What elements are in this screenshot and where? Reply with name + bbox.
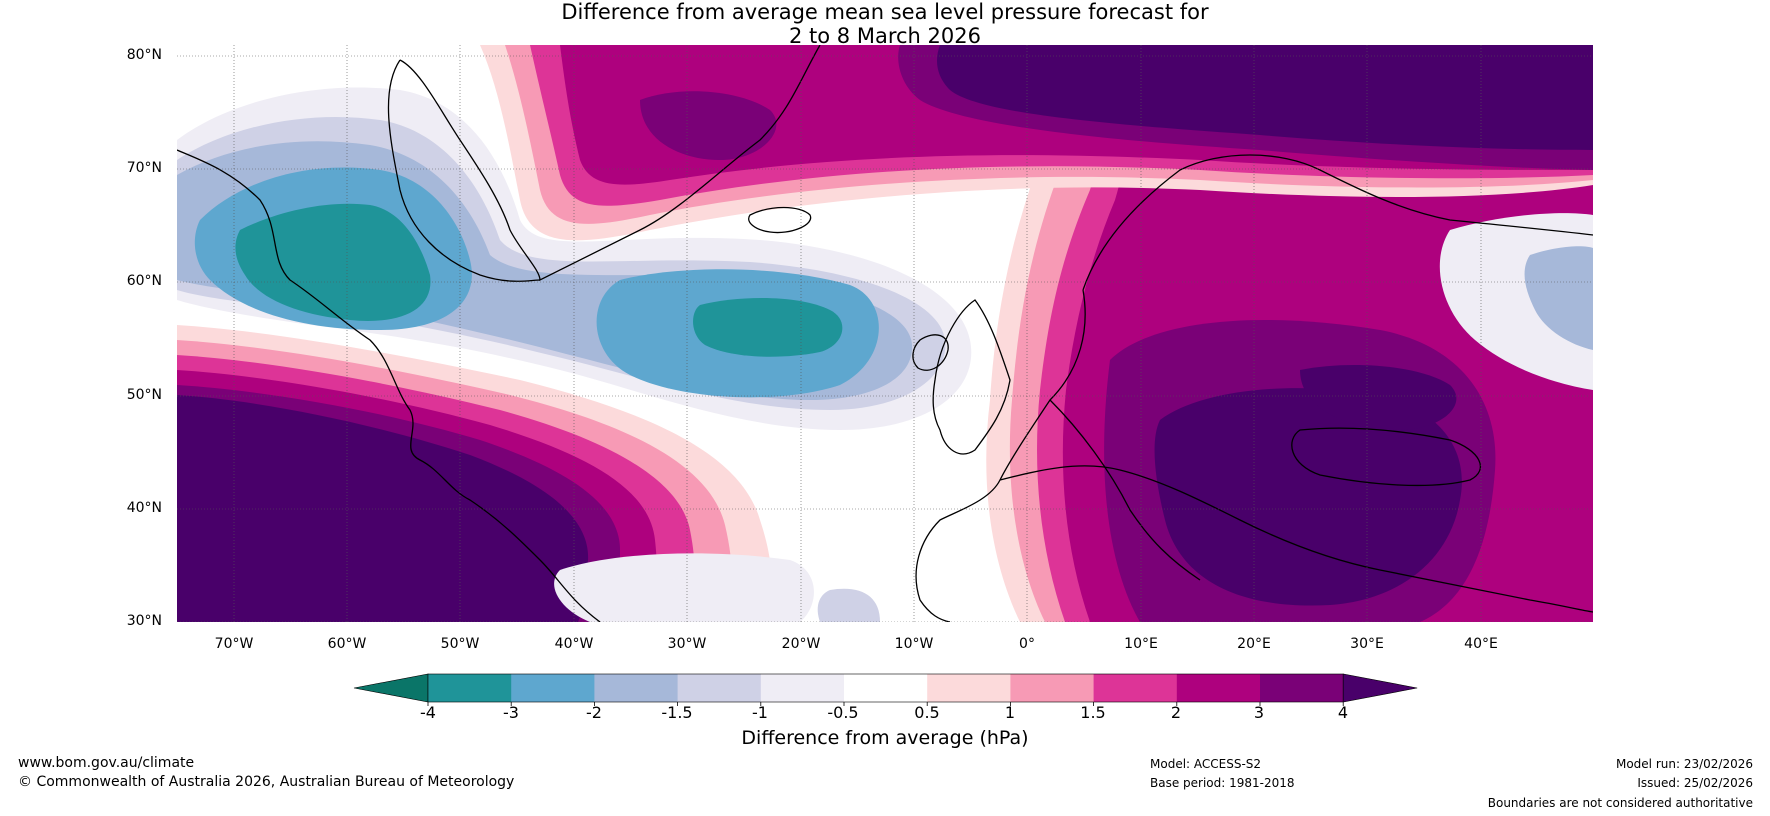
base-period: Base period: 1981-2018	[1150, 776, 1295, 790]
colorbar-segment	[428, 674, 512, 702]
website-link[interactable]: www.bom.gov.au/climate	[18, 755, 195, 771]
issued-date: Issued: 25/02/2026	[1637, 776, 1753, 790]
lon-label: 40°W	[554, 636, 594, 652]
graticule	[177, 45, 1593, 622]
colorbar-tick: 3	[1253, 703, 1265, 722]
lon-label: 10°E	[1124, 636, 1158, 652]
lat-label: 30°N	[126, 613, 162, 629]
disclaimer: Boundaries are not considered authoritat…	[1487, 796, 1753, 810]
colorbar-tick: 1	[1004, 703, 1016, 722]
colorbar-segment	[760, 674, 845, 702]
colorbar	[353, 673, 1418, 706]
lat-label: 70°N	[126, 160, 162, 176]
colorbar-tick: -3	[503, 703, 519, 722]
colorbar-frame	[427, 673, 1344, 703]
colorbar-tick: 1.5	[1080, 703, 1106, 722]
positive-anomaly-north	[480, 45, 1593, 241]
colorbar-segment	[1260, 674, 1344, 702]
colorbar-tick: -1.5	[661, 703, 693, 722]
colorbar-segment	[844, 674, 928, 702]
colorbar-segment	[511, 674, 595, 702]
lon-label: 20°E	[1237, 636, 1271, 652]
map-title: Difference from average mean sea level p…	[0, 0, 1770, 48]
lon-label: 20°W	[781, 636, 821, 652]
model-run-date: Model run: 23/02/2026	[1615, 757, 1753, 771]
copyright: © Commonwealth of Australia 2026, Austra…	[18, 774, 515, 790]
colorbar-segment	[677, 674, 762, 702]
colorbar-segment	[927, 674, 1011, 702]
colorbar-tick: -2	[586, 703, 602, 722]
lat-label: 40°N	[126, 500, 162, 516]
lon-label: 10°W	[894, 636, 934, 652]
colorbar-segment	[594, 674, 679, 702]
lon-label: 60°W	[327, 636, 367, 652]
positive-anomaly-southwest	[177, 325, 772, 622]
lat-label: 60°N	[126, 273, 162, 289]
lat-label: 50°N	[126, 387, 162, 403]
colorbar-segment	[1010, 674, 1095, 702]
colorbar-arrow-high	[1342, 673, 1418, 703]
colorbar-tick: 0.5	[914, 703, 940, 722]
lon-label: 0°	[1019, 636, 1035, 652]
colorbar-tick: -4	[420, 703, 436, 722]
colorbar-segment	[1176, 674, 1261, 702]
coastlines	[177, 45, 1593, 622]
colorbar-label: Difference from average (hPa)	[741, 727, 1029, 749]
colorbar-tick: 4	[1337, 703, 1349, 722]
colorbar-tick: -0.5	[827, 703, 859, 722]
map-field	[177, 45, 1593, 622]
colorbar-segment	[1093, 674, 1178, 702]
title-line-2: 2 to 8 March 2026	[789, 24, 981, 48]
lon-label: 30°E	[1350, 636, 1384, 652]
lon-label: 40°E	[1464, 636, 1498, 652]
colorbar-arrow-low	[353, 673, 429, 703]
colorbar-tick: -1	[752, 703, 768, 722]
colorbar-tick: 2	[1170, 703, 1182, 722]
title-line-1: Difference from average mean sea level p…	[561, 0, 1209, 24]
lat-label: 80°N	[126, 47, 162, 63]
model-name: Model: ACCESS-S2	[1150, 757, 1262, 771]
lon-label: 50°W	[440, 636, 480, 652]
lon-label: 70°W	[214, 636, 254, 652]
lon-label: 30°W	[667, 636, 707, 652]
